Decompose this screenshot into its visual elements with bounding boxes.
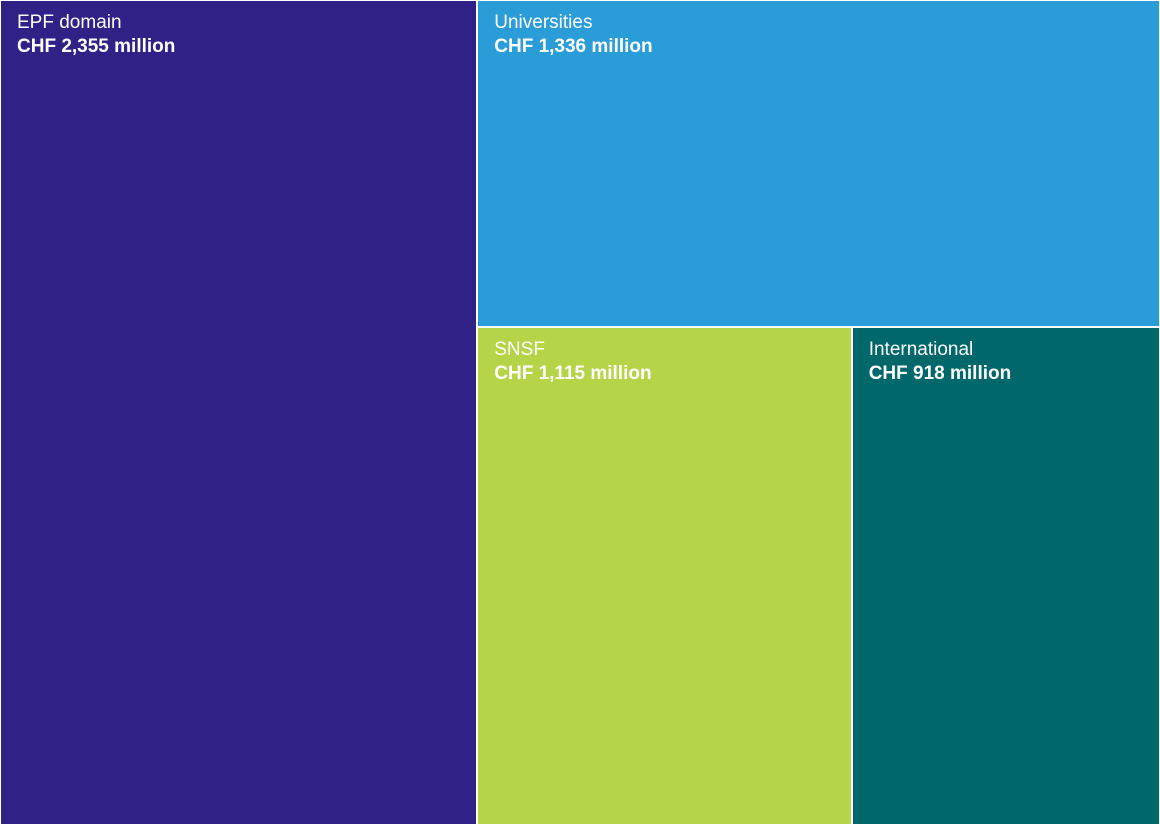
tile-label-epf-domain: EPF domain <box>17 12 122 33</box>
tile-snsf: SNSF CHF 1,115 million <box>478 328 851 824</box>
tile-value-epf-domain: CHF 2,355 million <box>17 36 176 57</box>
tile-label-snsf: SNSF <box>494 339 545 361</box>
tile-value-universities: CHF 1,336 million <box>494 36 653 57</box>
tile-label-universities: Universities <box>494 12 593 33</box>
tile-international: International CHF 918 million <box>852 328 1159 824</box>
tile-epf-domain: EPF domain CHF 2,355 million <box>1 1 477 824</box>
tile-value-international: CHF 918 million <box>868 363 1012 385</box>
tile-value-snsf: CHF 1,115 million <box>494 363 652 385</box>
tile-universities: Universities CHF 1,336 million <box>478 1 1159 327</box>
tile-label-international: International <box>868 339 974 361</box>
